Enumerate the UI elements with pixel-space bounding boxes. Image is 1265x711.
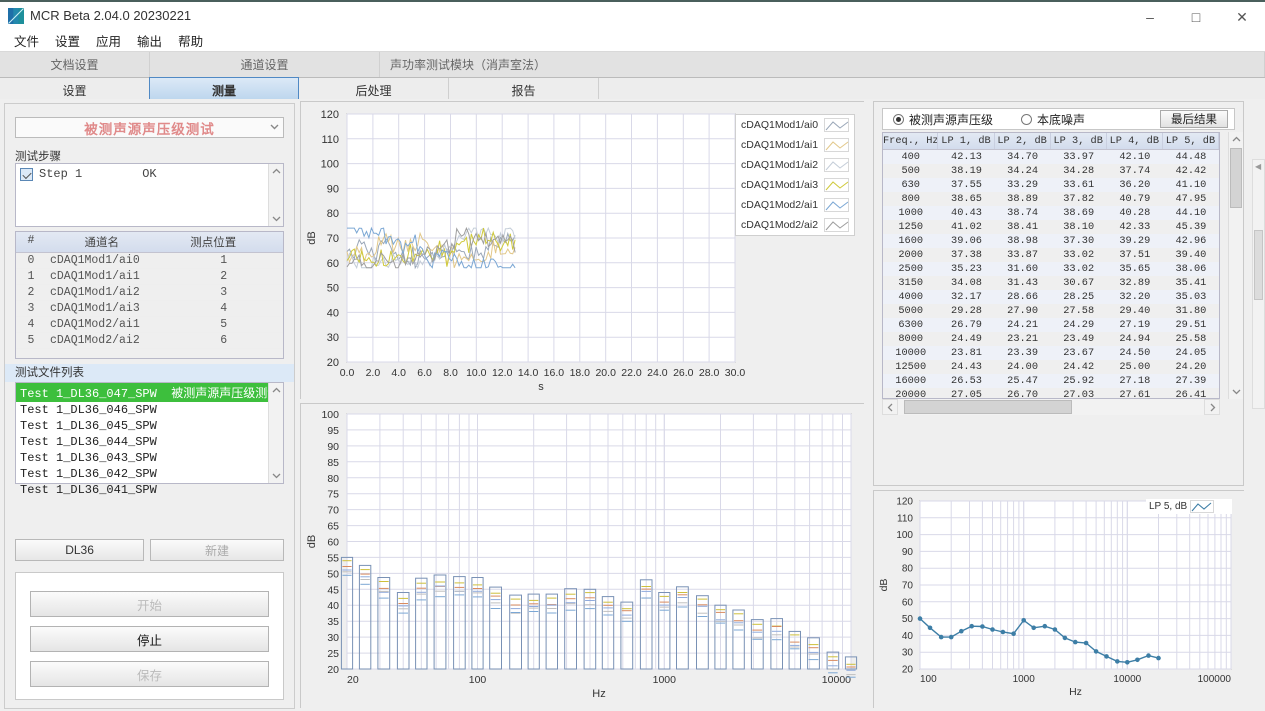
svg-text:22.0: 22.0 [621,367,642,379]
svg-text:75: 75 [327,489,339,501]
svg-text:50: 50 [327,283,339,295]
svg-text:85: 85 [327,457,339,469]
svg-text:24.0: 24.0 [647,367,668,379]
svg-text:2.0: 2.0 [366,367,381,379]
svg-text:18.0: 18.0 [570,367,591,379]
svg-text:28.0: 28.0 [699,367,720,379]
svg-text:55: 55 [327,552,339,564]
svg-text:80: 80 [902,564,914,575]
svg-text:Hz: Hz [1069,686,1082,698]
svg-text:6.0: 6.0 [417,367,432,379]
svg-text:120: 120 [896,497,913,508]
svg-text:16.0: 16.0 [544,367,565,379]
svg-text:30: 30 [327,632,339,644]
svg-text:30: 30 [327,332,339,344]
svg-text:8.0: 8.0 [443,367,458,379]
svg-text:90: 90 [327,441,339,453]
svg-text:100: 100 [469,674,487,686]
svg-text:100000: 100000 [1198,674,1232,685]
svg-text:26.0: 26.0 [673,367,694,379]
svg-text:1000: 1000 [1013,674,1036,685]
svg-text:100: 100 [321,409,339,421]
svg-text:dB: dB [878,579,890,592]
svg-text:100: 100 [321,159,339,171]
svg-text:0.0: 0.0 [340,367,355,379]
svg-text:dB: dB [306,231,318,244]
svg-text:60: 60 [327,537,339,549]
svg-text:65: 65 [327,521,339,533]
svg-text:110: 110 [897,513,913,524]
svg-text:20: 20 [327,664,339,676]
svg-text:20.0: 20.0 [595,367,616,379]
svg-text:90: 90 [327,183,339,195]
svg-text:80: 80 [327,208,339,220]
svg-text:70: 70 [327,505,339,517]
svg-text:40: 40 [327,307,339,319]
svg-text:14.0: 14.0 [518,367,539,379]
svg-text:20: 20 [902,665,914,676]
svg-text:35: 35 [327,616,339,628]
svg-text:80: 80 [327,473,339,485]
svg-text:45: 45 [327,584,339,596]
svg-text:10000: 10000 [822,674,851,686]
svg-text:30: 30 [902,648,914,659]
svg-text:110: 110 [321,134,339,146]
svg-text:40: 40 [902,631,914,642]
svg-text:20: 20 [347,674,359,686]
svg-text:30.0: 30.0 [725,367,746,379]
svg-text:60: 60 [327,258,339,270]
svg-text:60: 60 [902,597,914,608]
svg-text:70: 70 [902,581,914,592]
svg-text:95: 95 [327,425,339,437]
svg-text:100: 100 [896,530,913,541]
svg-text:50: 50 [902,614,914,625]
svg-text:dB: dB [306,535,318,548]
svg-text:90: 90 [902,547,914,558]
svg-text:40: 40 [327,600,339,612]
svg-text:4.0: 4.0 [391,367,406,379]
svg-text:10.0: 10.0 [466,367,487,379]
svg-text:Hz: Hz [592,688,605,700]
svg-text:70: 70 [327,233,339,245]
svg-text:50: 50 [327,568,339,580]
svg-text:10000: 10000 [1113,674,1141,685]
svg-text:120: 120 [321,109,339,121]
svg-text:12.0: 12.0 [492,367,513,379]
svg-text:s: s [538,381,544,393]
svg-text:1000: 1000 [653,674,677,686]
svg-text:25: 25 [327,648,339,660]
svg-text:100: 100 [920,674,937,685]
svg-text:20: 20 [327,357,339,369]
